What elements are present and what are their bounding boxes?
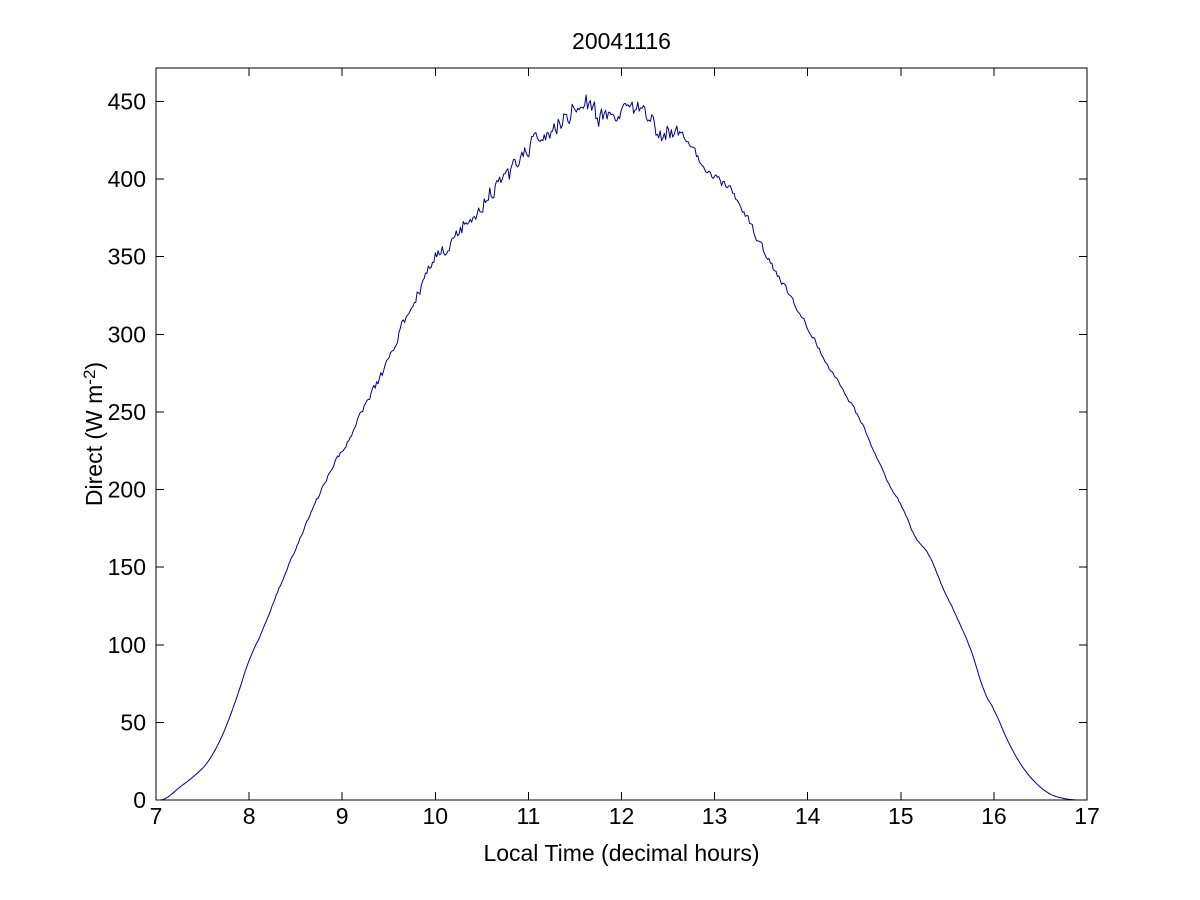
chart-title: 20041116	[572, 28, 671, 54]
y-tick-label: 150	[108, 554, 146, 580]
x-tick-label: 10	[423, 803, 449, 829]
y-tick-label: 200	[108, 477, 146, 503]
y-tick-label: 50	[120, 709, 146, 735]
y-tick-label: 0	[133, 787, 146, 813]
x-tick-label: 15	[888, 803, 914, 829]
x-axis-label: Local Time (decimal hours)	[483, 840, 760, 866]
y-tick-label: 300	[108, 321, 146, 347]
x-tick-label: 7	[150, 803, 163, 829]
y-tick-label: 400	[108, 166, 146, 192]
y-tick-label: 250	[108, 399, 146, 425]
x-tick-label: 11	[516, 803, 540, 829]
x-tick-label: 8	[243, 803, 256, 829]
x-tick-label: 16	[981, 803, 1007, 829]
y-tick-label: 100	[108, 632, 146, 658]
y-axis-label-text: Direct (W m	[81, 384, 107, 507]
data-line	[155, 94, 1078, 801]
plot-box	[155, 67, 1088, 801]
x-tick-label: 17	[1074, 803, 1100, 829]
x-tick-label: 13	[702, 803, 728, 829]
y-tick-label: 350	[108, 244, 146, 270]
x-tick-label: 9	[336, 803, 349, 829]
x-tick-label: 12	[609, 803, 635, 829]
x-tick-label: 14	[795, 803, 821, 829]
y-axis-label: Direct (W m-2)	[75, 234, 107, 634]
y-axis-label-close: )	[81, 361, 107, 370]
y-axis-label-superscript: -2	[80, 369, 99, 385]
y-tick-label: 450	[108, 88, 146, 114]
